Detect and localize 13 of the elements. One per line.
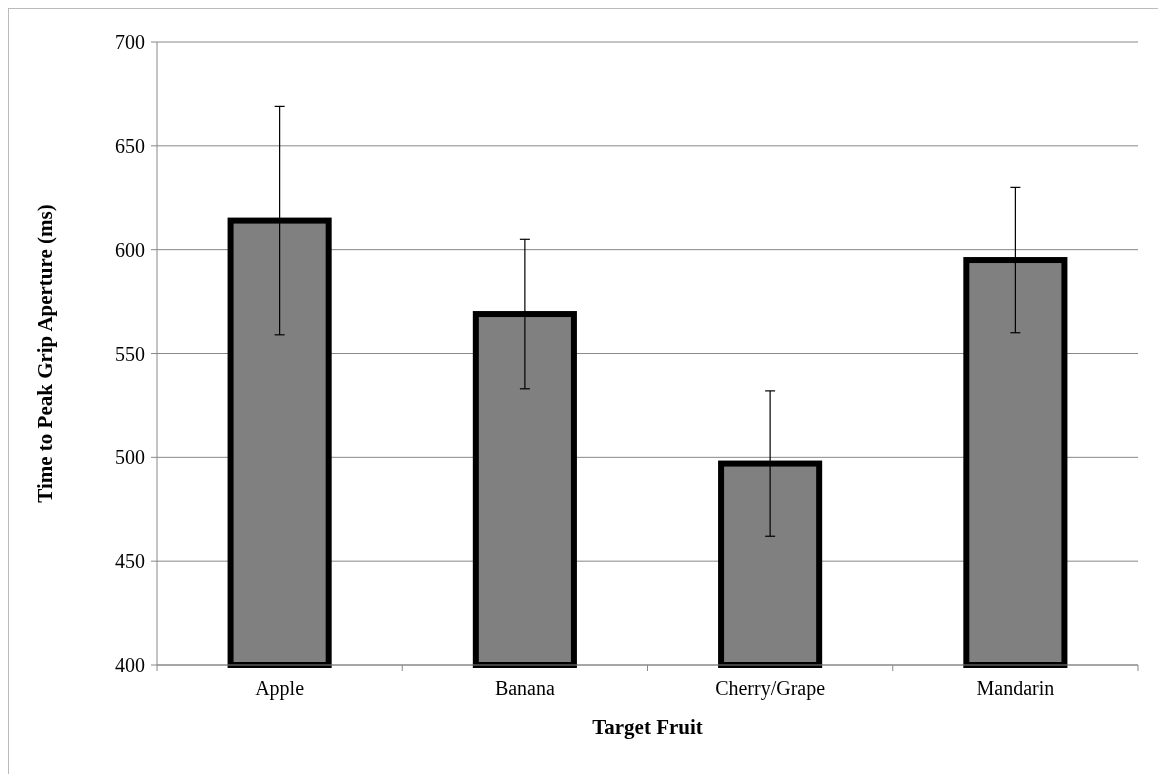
x-tick-label: Banana (494, 677, 555, 699)
y-tick-label: 700 (115, 31, 145, 53)
y-tick-label: 550 (115, 342, 145, 365)
y-tick-label: 650 (115, 134, 145, 157)
y-axis-title: Time to Peak Grip Aperture (ms) (33, 204, 57, 503)
x-tick-label: Mandarin (976, 677, 1055, 699)
y-tick-label: 500 (115, 446, 145, 469)
x-tick-label: Apple (255, 677, 305, 700)
y-tick-label: 450 (115, 550, 145, 573)
x-axis-title: Target Fruit (592, 715, 703, 739)
y-tick-label: 400 (115, 654, 145, 676)
x-tick-label: Cherry/Grape (715, 677, 826, 700)
y-tick-label: 600 (115, 238, 145, 261)
